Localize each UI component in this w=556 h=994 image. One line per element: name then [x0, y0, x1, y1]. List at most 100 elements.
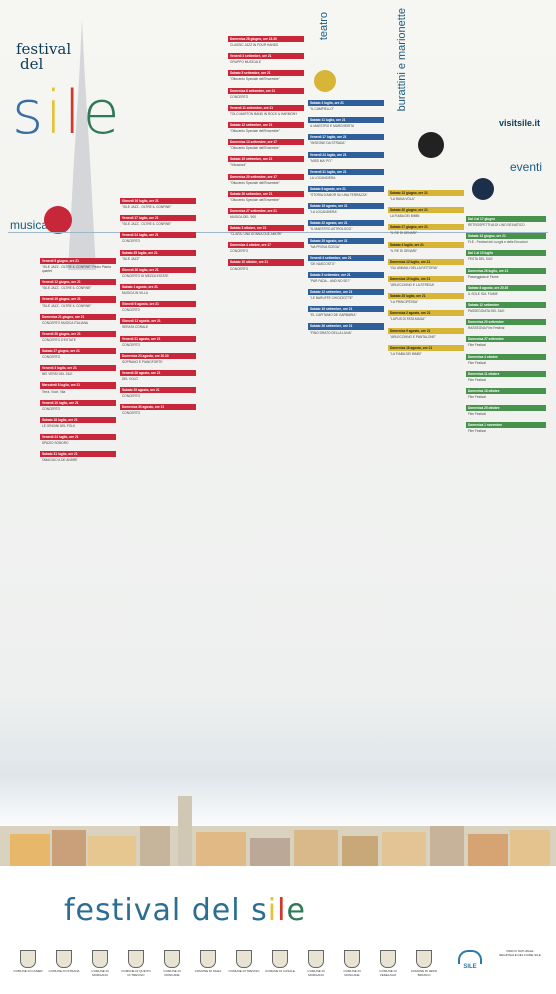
section-label-burattini: burattini e marionette	[396, 8, 408, 112]
event-entry: Venerdì 3 settembre, ore 21 GRUPPO MUSICA…	[228, 53, 304, 65]
event-title: "SILE JAZZ"	[122, 256, 140, 261]
event-date: Sabato 26 settembre, ore 21	[228, 190, 304, 197]
event-title: "LA FIABA DEI BIMBI"	[390, 351, 422, 356]
event-title: "LE BARUFFE CHIOZZOTTE"	[310, 296, 354, 301]
logo-caption: COMUNE DI CASIER	[13, 969, 43, 973]
crest-icon	[200, 950, 216, 968]
event-date: Domenica 13 settembre, ore 17	[228, 139, 304, 146]
event-entry: Venerdì 5 giugno, ore 21 "SILE JAZZ - OLT…	[40, 258, 116, 274]
event-date: Sabato 25 luglio, ore 21	[120, 249, 196, 256]
municipality-logo: COMUNE DI CASIER	[12, 950, 44, 974]
event-date: Sabato 5 settembre, ore 21	[308, 271, 384, 278]
event-date: Sabato 29 agosto, ore 21	[120, 387, 196, 394]
event-date: Domenica 23 agosto, ore 20.30	[120, 352, 196, 359]
event-title: Terra, Voce, Vita	[42, 389, 66, 394]
event-entry: Sabato 4 luglio, ore 21 "IL RE DI DENARI"	[388, 241, 464, 254]
event-entry: Giovedì 13 agosto, ore 21 SERATA CORALE	[120, 318, 196, 330]
park-subtitle: PARCO NATURALE REGIONALE DEL FIUME SILE	[498, 949, 542, 957]
event-title: Passeggiata di Fiume	[468, 274, 499, 279]
event-date: Venerdì 17 luglio, ore 21	[308, 134, 384, 141]
event-title: "IL RE DI DENARI"	[390, 231, 418, 236]
event-date: Venerdì 17 luglio, ore 21	[120, 215, 196, 222]
event-date: Sabato 12 settembre	[466, 301, 546, 309]
event-entry: Domenica 23 agosto, ore 20.30 SOPRANO E P…	[120, 352, 196, 365]
event-entry: Sabato 19 settembre, ore 21 "EL CAPITANIO…	[308, 306, 384, 318]
event-date: Domenica 21 giugno, ore 21	[40, 313, 116, 320]
event-date: Sabato 5 settembre, ore 21	[228, 70, 304, 77]
event-title: IL MAESTRO E MARGHERITA	[310, 124, 355, 129]
event-entry: Domenica 4 ottobre Film Festival	[466, 353, 546, 366]
event-date: Sabato 4 luglio, ore 21	[388, 241, 464, 248]
crest-icon	[128, 950, 144, 968]
event-title: "SILE JAZZ - OLTRE IL CONFINE" Pedro Pia…	[42, 265, 111, 274]
section-label-musica: musica	[10, 218, 49, 232]
crest-icon	[164, 950, 180, 968]
event-title: Film Festival	[468, 343, 486, 348]
sponsor-logos: COMUNE DI CASIER COMUNE DI ISTRANA COMUN…	[10, 949, 546, 988]
event-title: "IL CAMPIELLO"	[310, 107, 334, 112]
crest-icon	[308, 950, 324, 968]
event-entry: Domenica 12 luglio, ore 21 "GLI ANIMALI D…	[388, 258, 464, 271]
event-title: NEI VERSI DEL SILE	[42, 372, 73, 377]
event-date: Venerdì 5 giugno, ore 21	[40, 258, 116, 265]
event-date: Sabato 8 agosto, ore 20.30	[466, 284, 546, 291]
event-title: Film Festival	[468, 412, 486, 417]
event-date: Domenica 11 ottobre	[466, 370, 546, 377]
event-date: Domenica 30 agosto, ore 21	[120, 404, 196, 411]
event-title: "SILE JAZZ - OLTRE IL CONFINE"	[42, 303, 92, 308]
municipality-logo: COMUNE DI MORGANO	[300, 950, 332, 977]
event-date: Giovedì 16 luglio, ore 21	[120, 198, 196, 205]
event-date: Sabato 18 luglio, ore 21	[40, 416, 116, 423]
event-title: "NA PROVA SCEGA"	[310, 244, 341, 249]
event-date: Venerdì 24 luglio, ore 21	[120, 232, 196, 239]
logo-caption: COMUNE DI RONCADE	[343, 969, 361, 977]
event-entry: Sabato 1 agosto, ore 21 MUSICA IN VILLA	[120, 283, 196, 296]
event-title: "LA RANA VOLA"	[390, 197, 415, 202]
footer-letter-e: e	[286, 893, 306, 928]
event-entry: Sabato 29 agosto, ore 21 CONCERTO	[120, 387, 196, 399]
logo-caption: COMUNE DI TREVISO	[228, 969, 260, 973]
website-link[interactable]: visitsile.it	[498, 118, 540, 128]
event-date: Domenica 25 ottobre	[466, 405, 546, 412]
event-title: "ARLECCHINO E LA STREGA"	[390, 283, 435, 288]
event-title: "MISS MA' PO'"	[310, 158, 333, 163]
event-title: CONCERTO DI MEZZA ESTATE	[122, 273, 169, 278]
event-entry: Domenica 25 ottobre Film Festival	[466, 405, 546, 417]
event-entry: Domenica 16 agosto, ore 21 "LA FIABA DEI …	[388, 344, 464, 357]
festival-title: festival del	[16, 42, 71, 72]
event-entry: Venerdì 24 luglio, ore 21 CONCERTO	[120, 232, 196, 244]
event-entry: Domenica 20 settembre RASSEGNA Film Festi…	[466, 319, 546, 331]
letter-s: s	[12, 78, 46, 148]
event-entry: Sabato 13 giugno, ore 21 "LA RANA VOLA"	[388, 190, 464, 202]
crest-icon	[272, 950, 288, 968]
event-title: "ARLECCHINO E PANTALONE"	[390, 334, 436, 339]
event-date: Domenica 27 settembre	[466, 336, 546, 343]
event-title: "IL MAESTRO ASTROLOGO"	[310, 227, 353, 232]
sile-park-logo: SILE	[450, 950, 490, 970]
event-entry: Domenica 18 ottobre Film Festival	[466, 387, 546, 400]
municipality-logo: COMUNE DI VEDELAGO	[372, 950, 404, 977]
event-title: "IL RE DI DENARI"	[390, 248, 418, 253]
event-title: "Ottocento Speciale dell'Ensemble"	[230, 146, 280, 151]
stars-icon	[472, 178, 494, 200]
title-line-2: del	[20, 55, 44, 73]
logo-caption: COMUNE DI VEDELAGO	[379, 969, 397, 977]
event-title: "GLI ANIMALI DELLA FATTORIA"	[390, 265, 438, 270]
event-date: Sabato 27 giugno, ore 21	[40, 348, 116, 355]
event-entry: Sabato 22 agosto, ore 21 "IL MAESTRO ASTR…	[308, 220, 384, 232]
event-date: Venerdì 10 luglio, ore 21	[40, 399, 116, 406]
event-title: GRUPPO MUSICALE	[230, 60, 261, 65]
event-date: Domenica 2 agosto, ore 21	[388, 310, 464, 317]
event-title: "EL CAPITANIO DE GARBARIA"	[310, 313, 357, 318]
event-date: Sabato 12 settembre, ore 21	[228, 121, 304, 129]
event-entry: Venerdì 26 giugno, ore 21 CONCERTO D'ESTA…	[40, 330, 116, 343]
crest-icon	[380, 950, 396, 968]
event-entry: Domenica 26 luglio, ore 21 Passeggiata di…	[466, 267, 546, 280]
event-entry: Venerdì 17 luglio, ore 21 "SILE JAZZ - OL…	[120, 215, 196, 227]
letter-i: i	[45, 78, 64, 148]
event-title: MUSICA IN VILLA	[122, 291, 148, 296]
event-entry: Domenica 4 ottobre, ore 17 CONCERTO	[228, 242, 304, 254]
event-entry: Sabato 11 luglio, ore 21 IL MAESTRO E MAR…	[308, 117, 384, 129]
event-date: Domenica 20 settembre, ore 17	[228, 173, 304, 180]
